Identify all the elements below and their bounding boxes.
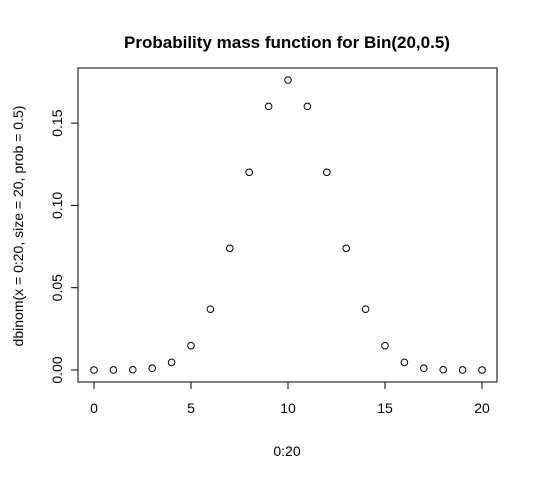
data-point	[400, 358, 409, 367]
data-point	[420, 364, 428, 373]
data-point	[361, 305, 370, 313]
y-tick-label: 0.00	[49, 356, 65, 383]
x-tick-label: 10	[280, 400, 296, 416]
data-points	[90, 76, 486, 374]
data-point	[109, 366, 118, 374]
data-point	[381, 341, 389, 350]
data-point	[323, 168, 331, 177]
data-point	[439, 365, 448, 374]
x-tick-label: 5	[187, 400, 195, 416]
data-point	[206, 305, 215, 313]
data-point	[245, 168, 253, 177]
data-point	[148, 364, 156, 373]
chart-title: Probability mass function for Bin(20,0.5…	[124, 33, 450, 52]
y-axis: 0.00 0.05 0.10 0.15	[49, 109, 79, 384]
data-point	[303, 102, 312, 111]
data-point	[284, 76, 292, 84]
data-point	[90, 366, 98, 374]
x-tick-label: 20	[474, 400, 490, 416]
data-point	[478, 366, 486, 374]
x-axis: 0 5 10 15 20	[90, 381, 490, 416]
plot-frame	[77, 67, 498, 383]
y-axis-label: dbinom(x = 0:20, size = 20, prob = 0.5)	[10, 106, 26, 347]
x-tick-label: 0	[90, 400, 98, 416]
x-tick-label: 15	[377, 400, 393, 416]
data-point	[167, 358, 176, 367]
data-point	[129, 365, 137, 374]
data-point	[187, 341, 195, 350]
y-tick-label: 0.10	[49, 192, 65, 219]
data-point	[226, 244, 234, 253]
data-point	[458, 366, 467, 374]
data-point	[342, 244, 351, 253]
x-axis-label: 0:20	[273, 443, 300, 459]
data-point	[264, 102, 273, 111]
y-tick-label: 0.05	[49, 274, 65, 301]
y-tick-label: 0.15	[49, 109, 65, 136]
